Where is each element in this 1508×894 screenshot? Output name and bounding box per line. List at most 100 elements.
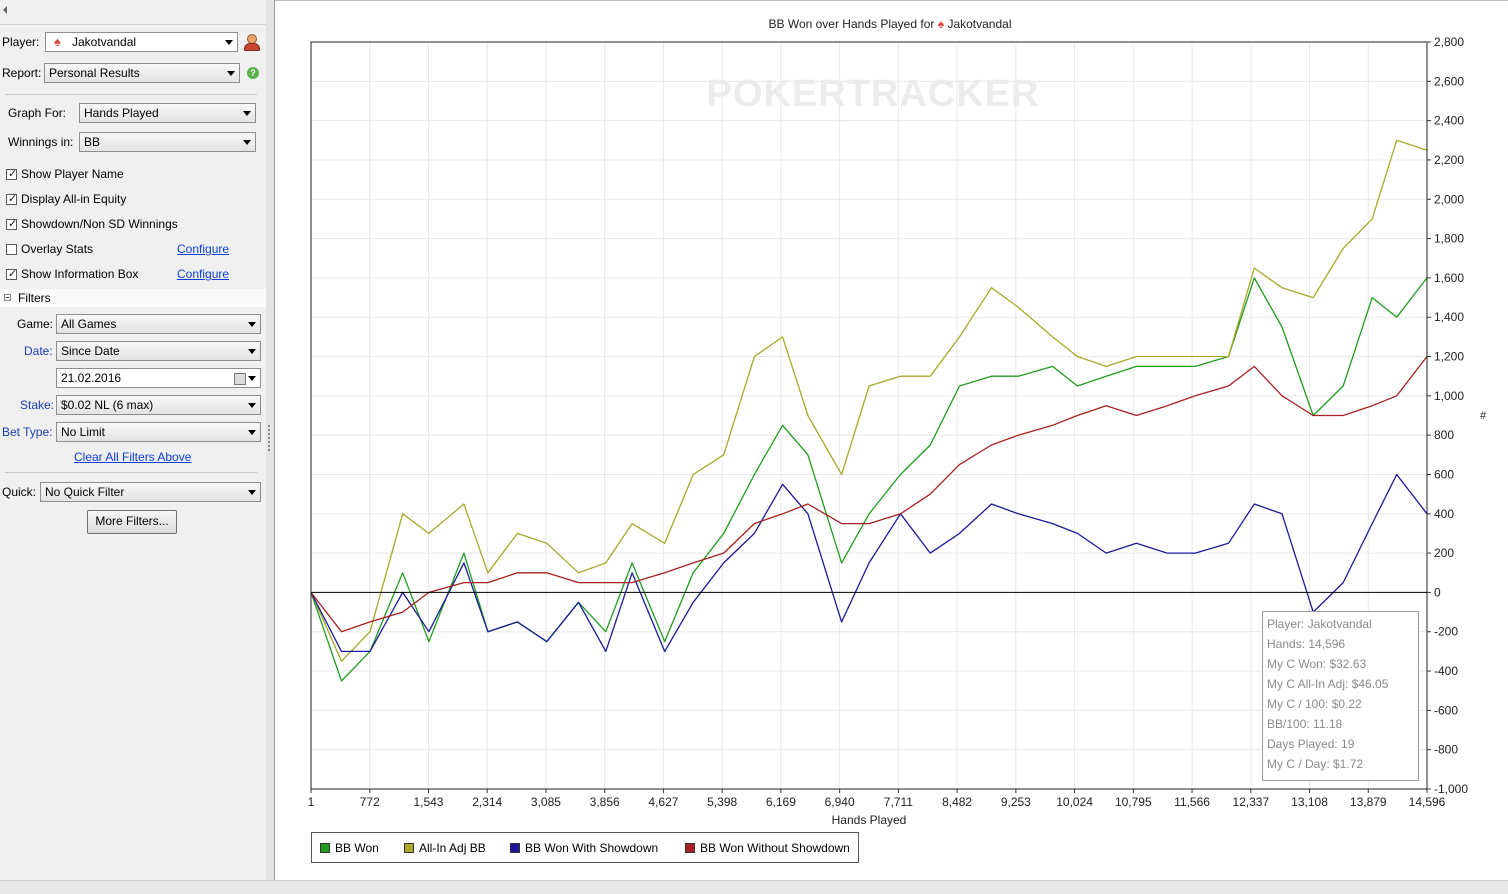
checkbox-label: Display All-in Equity xyxy=(21,192,127,206)
game-label: Game: xyxy=(17,317,54,331)
legend-label: All-In Adj BB xyxy=(419,841,486,855)
info-per-day: My C / Day: $1.72 xyxy=(1267,757,1364,771)
y-tick-label: -800 xyxy=(1434,743,1458,757)
checkbox[interactable]: ✓ xyxy=(6,218,18,230)
report-select-value: Personal Results xyxy=(49,66,140,80)
info-days-played: Days Played: 19 xyxy=(1267,737,1355,751)
legend-item-bb-won: BB Won xyxy=(320,841,379,855)
spade-icon: ♠ xyxy=(54,34,61,49)
x-tick-label: 772 xyxy=(360,795,380,809)
report-label: Report: xyxy=(2,66,42,80)
y-tick-label: 1,000 xyxy=(1434,389,1464,403)
more-filters-button[interactable]: More Filters... xyxy=(87,510,177,534)
checkbox-label: Showdown/Non SD Winnings xyxy=(21,217,178,231)
checkbox[interactable]: ✓ xyxy=(6,193,18,205)
x-tick-label: 1 xyxy=(308,795,315,809)
x-tick-label: 3,856 xyxy=(590,795,620,809)
top-divider xyxy=(0,24,266,25)
clear-filters-link[interactable]: Clear All Filters Above xyxy=(74,450,192,464)
player-profile-icon[interactable] xyxy=(243,33,260,51)
winnings-in-select[interactable]: BB xyxy=(79,132,256,152)
checkbox-label: Show Player Name xyxy=(21,167,124,181)
y-tick-label: 2,000 xyxy=(1434,192,1464,206)
information-box: Player: Jakotvandal Hands: 14,596 My C W… xyxy=(1262,611,1419,781)
report-select[interactable]: Personal Results xyxy=(44,63,240,83)
chevron-down-icon xyxy=(227,71,235,76)
collapse-icon[interactable] xyxy=(4,294,11,301)
player-label: Player: xyxy=(2,35,40,49)
x-tick-label: 8,482 xyxy=(942,795,972,809)
graph-for-select[interactable]: Hands Played xyxy=(79,103,256,123)
x-tick-label: 11,566 xyxy=(1174,795,1210,809)
bet-type-label: Bet Type: xyxy=(2,425,53,439)
y-tick-label: 200 xyxy=(1434,546,1454,560)
date-input[interactable]: 21.02.2016 xyxy=(56,368,261,388)
chart-title: BB Won over Hands Played for ♠ Jakotvand… xyxy=(769,17,1012,31)
x-tick-label: 6,940 xyxy=(825,795,855,809)
checkbox-label: Overlay Stats xyxy=(21,242,94,256)
y-tick-label: 600 xyxy=(1434,467,1454,481)
legend-item-showdown: BB Won With Showdown xyxy=(510,841,658,855)
legend-item-non-showdown: BB Won Without Showdown xyxy=(685,841,850,855)
quick-filter-select[interactable]: No Quick Filter xyxy=(40,482,261,502)
player-select[interactable]: ♠ Jakotvandal xyxy=(45,32,238,52)
info-player: Player: Jakotvandal xyxy=(1267,617,1372,631)
legend-swatch xyxy=(320,843,330,853)
date-select[interactable]: Since Date xyxy=(56,341,261,361)
plot-frame xyxy=(310,41,1428,790)
game-select[interactable]: All Games xyxy=(56,314,261,334)
y-tick-label: 2,400 xyxy=(1434,114,1464,128)
x-tick-label: 3,085 xyxy=(531,795,561,809)
info-per-100: My C / 100: $0.22 xyxy=(1267,697,1362,711)
player-select-value: Jakotvandal xyxy=(72,35,137,49)
bet-type-select[interactable]: No Limit xyxy=(56,422,261,442)
checkbox[interactable] xyxy=(6,244,17,255)
stake-label: Stake: xyxy=(20,398,55,412)
x-tick-label: 10,024 xyxy=(1056,795,1093,809)
grip-icon xyxy=(268,425,272,451)
y-tick-label: 0 xyxy=(1434,585,1441,599)
y-tick-label: 1,400 xyxy=(1434,310,1464,324)
stake-value: $0.02 NL (6 max) xyxy=(61,398,154,412)
legend-swatch xyxy=(685,843,695,853)
axis-marker-icon: # xyxy=(1480,410,1487,422)
series-showdown-line xyxy=(310,473,1428,653)
stake-select[interactable]: $0.02 NL (6 max) xyxy=(56,395,261,415)
settings-sidebar: Player: ♠ Jakotvandal Report: Personal R… xyxy=(0,0,266,893)
info-hands: Hands: 14,596 xyxy=(1267,637,1346,651)
info-all-in-adj: My C All-In Adj: $46.05 xyxy=(1267,677,1389,691)
configure-overlay-link[interactable]: Configure xyxy=(177,242,230,256)
chevron-down-icon xyxy=(248,376,256,381)
y-tick-label: 1,800 xyxy=(1434,232,1464,246)
chevron-down-icon xyxy=(225,40,233,45)
y-tick-label: 1,600 xyxy=(1434,271,1464,285)
x-tick-label: 4,627 xyxy=(648,795,678,809)
y-tick-label: -600 xyxy=(1434,703,1458,717)
panel-splitter[interactable] xyxy=(266,0,275,893)
filters-header[interactable]: Filters xyxy=(0,289,266,307)
calendar-icon[interactable] xyxy=(234,373,246,385)
collapse-arrow-icon[interactable] xyxy=(3,6,7,14)
status-strip xyxy=(0,880,1508,894)
legend-label: BB Won With Showdown xyxy=(525,841,659,855)
configure-info-box-link[interactable]: Configure xyxy=(177,267,230,281)
checkbox-label: Show Information Box xyxy=(21,267,139,281)
checkbox[interactable]: ✓ xyxy=(6,168,18,180)
chevron-down-icon xyxy=(248,490,256,495)
info-won: My C Won: $32.63 xyxy=(1267,657,1367,671)
x-tick-label: 2,314 xyxy=(472,795,502,809)
legend-item-all-in-adj: All-In Adj BB xyxy=(404,841,486,855)
checkbox[interactable]: ✓ xyxy=(6,268,18,280)
y-tick-label: 2,200 xyxy=(1434,153,1464,167)
chart-legend: BB Won All-In Adj BB BB Won With Showdow… xyxy=(311,832,859,863)
winnings-in-label: Winnings in: xyxy=(8,135,74,149)
chart: 2,800 2,600 2,400 2,200 2,000 1,800 1,600 1,400… xyxy=(308,17,1487,827)
help-icon[interactable]: ? xyxy=(247,67,259,79)
divider xyxy=(5,94,257,95)
chevron-down-icon xyxy=(248,349,256,354)
x-tick-label: 13,879 xyxy=(1350,795,1387,809)
filters-title: Filters xyxy=(18,291,51,305)
series-bb-won-line xyxy=(310,277,1428,682)
chevron-down-icon xyxy=(248,322,256,327)
x-tick-label: 1,543 xyxy=(413,795,443,809)
